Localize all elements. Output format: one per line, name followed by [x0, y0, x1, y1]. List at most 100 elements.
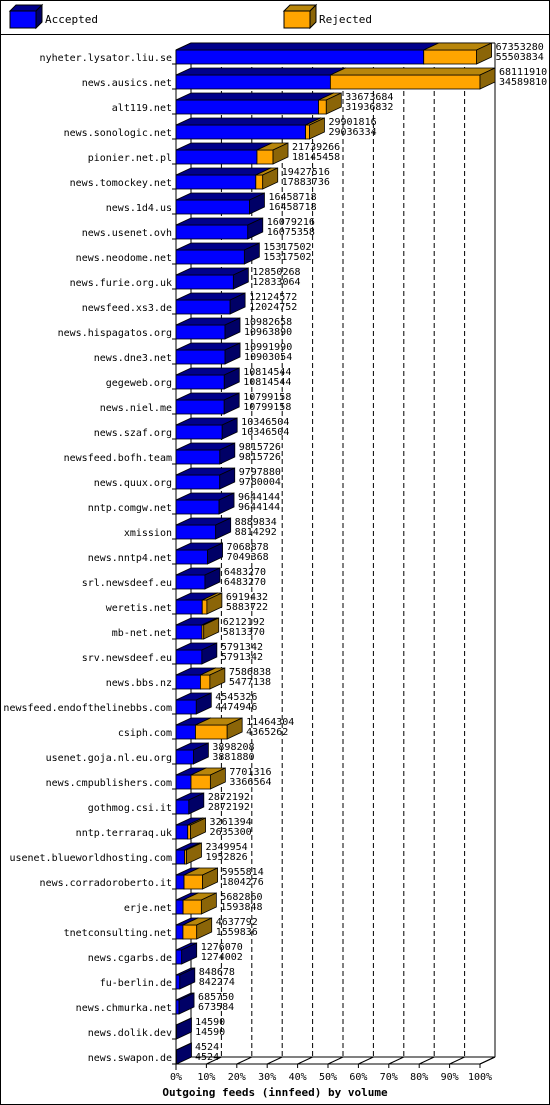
- accepted-bar-side: [229, 292, 246, 315]
- accepted-bar-side: [215, 517, 232, 540]
- category-label: news.quux.org: [94, 478, 172, 489]
- accepted-value-label: 4474946: [215, 702, 257, 713]
- rejected-bar-face: [190, 774, 211, 790]
- x-tick-label: 90%: [441, 1072, 459, 1083]
- rejected-bar-face: [182, 924, 198, 940]
- category-label: news.dolik.dev: [88, 1028, 172, 1039]
- x-tick-label: 30%: [258, 1072, 276, 1083]
- rejected-bar-face: [200, 674, 211, 690]
- accepted-bar-face: [175, 249, 245, 265]
- category-label: usenet.goja.nl.eu.org: [46, 753, 172, 764]
- rejected-bar-side: [209, 767, 226, 790]
- rejected-bar-side: [196, 917, 213, 940]
- accepted-bar-face: [175, 424, 223, 440]
- accepted-bar-side: [223, 367, 240, 390]
- rejected-bar-face: [318, 99, 327, 115]
- accepted-bar-face: [175, 824, 189, 840]
- category-label: csiph.com: [118, 728, 172, 739]
- accepted-bar-side: [207, 542, 223, 565]
- accepted-value-label: 4524: [195, 1052, 219, 1063]
- accepted-value-label: 34589810: [499, 77, 547, 88]
- category-label: xmission: [124, 528, 172, 539]
- accepted-value-label: 2635300: [210, 827, 252, 838]
- category-label: weretis.net: [106, 603, 172, 614]
- total-value-label: 4637792: [216, 917, 258, 928]
- rejected-bar-face: [195, 724, 228, 740]
- accepted-bar-side: [223, 392, 240, 415]
- accepted-bar-face: [175, 599, 203, 615]
- rejected-bar-side: [309, 117, 325, 140]
- rejected-bar-side: [209, 667, 226, 690]
- total-value-label: 10346504: [241, 417, 289, 428]
- accepted-value-label: 12024752: [249, 302, 297, 313]
- legend-accepted-swatch: [8, 3, 44, 30]
- legend-rejected-swatch-face: [283, 10, 311, 29]
- total-value-label: 848678: [199, 967, 235, 978]
- category-label: nyheter.lysator.liu.se: [40, 53, 172, 64]
- accepted-value-label: 1952826: [205, 852, 247, 863]
- total-value-label: 5682860: [220, 892, 262, 903]
- category-label: gothmog.csi.it: [88, 803, 172, 814]
- accepted-bar-side: [219, 467, 236, 490]
- total-value-label: 9815726: [239, 442, 281, 453]
- total-value-label: 1276070: [201, 942, 243, 953]
- accepted-value-label: 5813370: [223, 627, 265, 638]
- category-label: news.chmurka.net: [76, 1003, 172, 1014]
- floor-tick-line: [479, 1056, 496, 1065]
- accepted-bar-face: [175, 474, 221, 490]
- total-value-label: 6212192: [223, 617, 265, 628]
- accepted-bar-face: [175, 949, 183, 965]
- accepted-bar-face: [175, 74, 331, 90]
- total-value-label: 10991990: [244, 342, 292, 353]
- x-tick-label: 20%: [228, 1072, 246, 1083]
- accepted-value-label: 29036334: [328, 127, 376, 138]
- floor-tick-line: [449, 1056, 465, 1065]
- accepted-value-label: 31936832: [345, 102, 393, 113]
- accepted-bar-face: [175, 924, 184, 940]
- category-label: mb-net.net: [112, 628, 172, 639]
- total-value-label: 4545326: [215, 692, 257, 703]
- total-value-label: 2349954: [205, 842, 247, 853]
- category-label: srv.newsdeef.eu: [82, 653, 172, 664]
- x-tick-label: 50%: [319, 1072, 337, 1083]
- total-value-label: 15317502: [263, 242, 311, 253]
- accepted-value-label: 10346504: [241, 427, 289, 438]
- accepted-bar-top: [175, 67, 346, 76]
- category-label: news.tomockey.net: [70, 178, 172, 189]
- accepted-value-label: 10963890: [244, 327, 292, 338]
- accepted-bar-side: [188, 792, 205, 815]
- accepted-bar-side: [247, 217, 264, 240]
- floor-tick-line: [418, 1056, 435, 1065]
- accepted-bar-side: [249, 192, 265, 215]
- total-value-label: 9797880: [239, 467, 281, 478]
- accepted-value-label: 4365262: [246, 727, 288, 738]
- floor-tick-line: [327, 1056, 344, 1065]
- x-tick-label: 0%: [170, 1072, 182, 1083]
- accepted-value-label: 1593848: [220, 902, 262, 913]
- total-value-label: 7586838: [229, 667, 271, 678]
- category-label: news.szaf.org: [94, 428, 172, 439]
- accepted-value-label: 18145458: [292, 152, 340, 163]
- accepted-value-label: 9815726: [239, 452, 281, 463]
- accepted-bar-face: [175, 974, 181, 990]
